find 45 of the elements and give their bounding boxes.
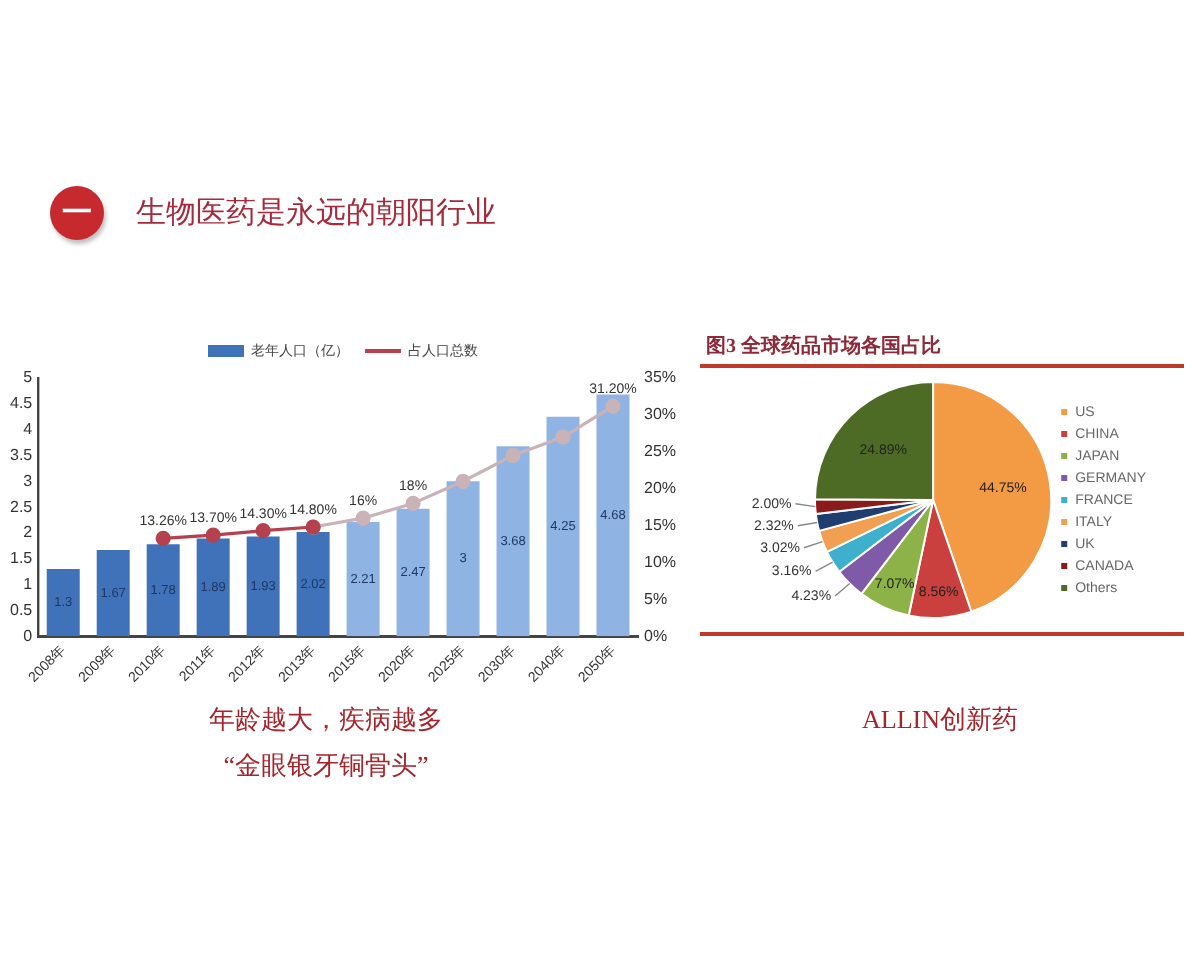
bar [596,394,630,637]
bar [46,569,80,637]
bar [496,446,530,637]
point [405,495,421,512]
y2-tick-label: 15% [643,515,677,534]
y-tick-label: 0.5 [9,600,34,619]
chart-title: 图3 全球药品市场各国占比 [706,332,941,360]
y-tick-label: 5 [23,368,34,387]
point [455,473,471,489]
text: 生物医药是永远的朝阳行业 [136,194,496,232]
y2-tick-label: 20% [643,479,677,498]
y2-tick-label: 25% [643,442,677,461]
text: 年龄越大，疾病越多 [207,702,445,738]
y2-tick-label: 10% [643,552,677,571]
text: ALLIN创新药 [860,702,1020,738]
bar [446,481,480,637]
y-tick-label: 0 [23,626,34,645]
point [255,523,271,539]
y-tick-label: 1 [23,574,34,593]
y-tick-label: 3 [23,471,34,490]
y2-tick-label: 0% [643,626,668,645]
bar [296,531,330,637]
bar [246,536,280,637]
y-tick-label: 3.5 [9,445,34,464]
bar [96,549,130,637]
bar [546,416,580,637]
point [505,447,521,464]
bar [146,544,180,637]
text: “金眼银牙铜骨头” [221,748,431,784]
y-tick-label: 2 [23,523,34,542]
y2-tick-label: 5% [643,589,668,608]
y-tick-label: 2.5 [9,497,34,516]
bar [396,508,430,637]
point [155,530,171,546]
point [605,398,621,414]
point [205,527,221,543]
point [355,510,371,526]
point [555,429,571,445]
bar [346,522,380,637]
y-tick-label: 4 [23,420,34,439]
y-tick-label: 1.5 [9,549,34,568]
bar [196,538,230,637]
y-tick-label: 4.5 [9,394,34,413]
y2-tick-label: 30% [643,405,677,424]
y2-tick-label: 35% [643,368,677,387]
